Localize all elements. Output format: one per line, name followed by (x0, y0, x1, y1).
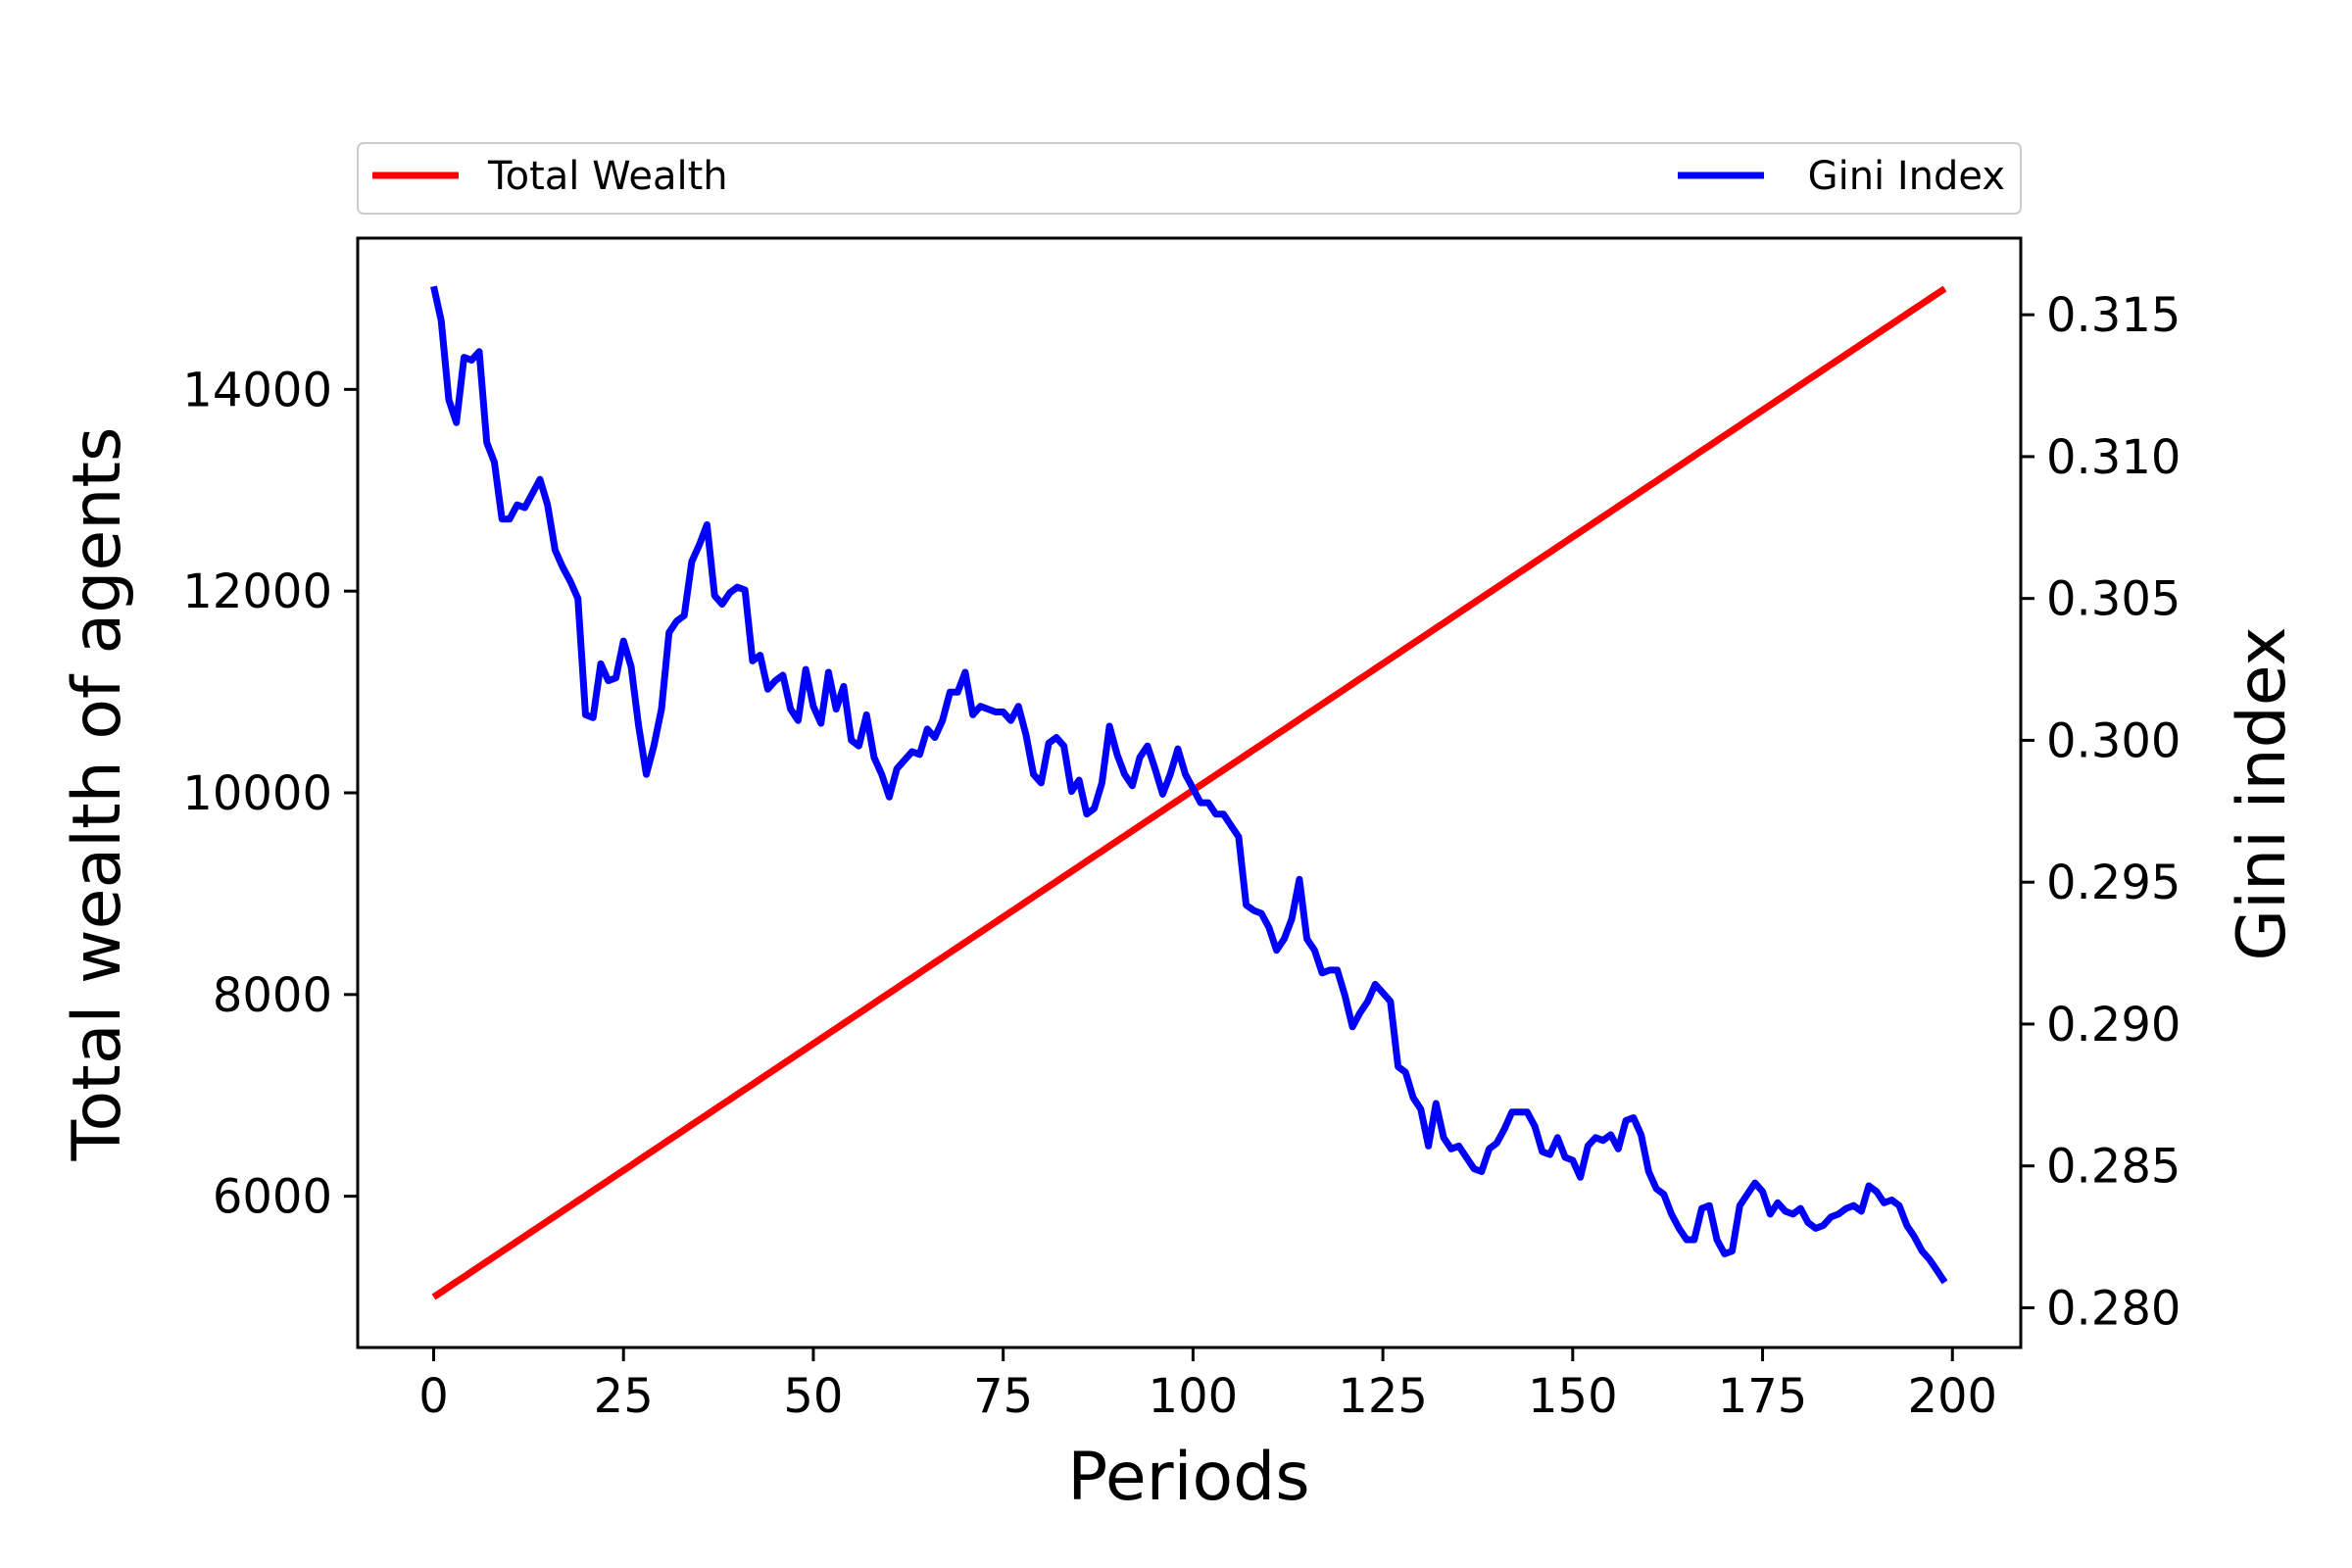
y-axis-left-ticks: 6000 8000 10000 12000 14000 (182, 363, 358, 1225)
y-right-tick-label: 0.310 (2046, 430, 2180, 485)
y-left-tick-label: 6000 (213, 1170, 332, 1225)
y-left-tick-label: 10000 (182, 766, 332, 821)
y-right-tick-label: 0.290 (2046, 998, 2180, 1053)
legend-frame (357, 142, 2022, 215)
y-left-tick-label: 14000 (182, 363, 332, 417)
y-right-tick-label: 0.300 (2046, 713, 2180, 768)
x-tick-label: 0 (418, 1369, 449, 1424)
y-right-tick-label: 0.305 (2046, 572, 2180, 627)
y-axis-left-title: Total wealth of agents (59, 427, 136, 1162)
y-right-tick-label: 0.280 (2046, 1281, 2180, 1336)
x-tick-label: 150 (1528, 1369, 1618, 1424)
y-right-tick-label: 0.285 (2046, 1140, 2180, 1195)
y-axis-right-ticks: 0.280 0.285 0.290 0.295 0.300 0.305 0.310 0.315 (2021, 288, 2180, 1336)
y-right-tick-label: 0.295 (2046, 856, 2180, 910)
legend-label-total-wealth: Total Wealth (487, 154, 728, 199)
plot-area-frame (356, 236, 2023, 1349)
y-left-tick-label: 12000 (182, 564, 332, 619)
series-line-total-wealth (431, 285, 1947, 1300)
y-right-tick-label: 0.315 (2046, 288, 2180, 343)
series-line-gini-index (430, 285, 1948, 1285)
x-tick-label: 50 (783, 1369, 843, 1424)
x-axis-title: Periods (1067, 1439, 1309, 1516)
y-axis-right-title: Gini index (2224, 626, 2301, 960)
x-tick-label: 75 (973, 1369, 1033, 1424)
legend: Total Wealth Gini Index (357, 142, 2022, 215)
x-tick-label: 175 (1718, 1369, 1808, 1424)
x-tick-label: 200 (1907, 1369, 1997, 1424)
x-tick-label: 125 (1338, 1369, 1428, 1424)
legend-label-gini-index: Gini Index (1808, 154, 2005, 199)
x-tick-label: 100 (1149, 1369, 1239, 1424)
y-left-tick-label: 8000 (213, 968, 332, 1023)
x-axis-ticks: 0 25 50 75 100 125 150 175 200 (418, 1348, 1997, 1424)
x-tick-label: 25 (594, 1369, 654, 1424)
